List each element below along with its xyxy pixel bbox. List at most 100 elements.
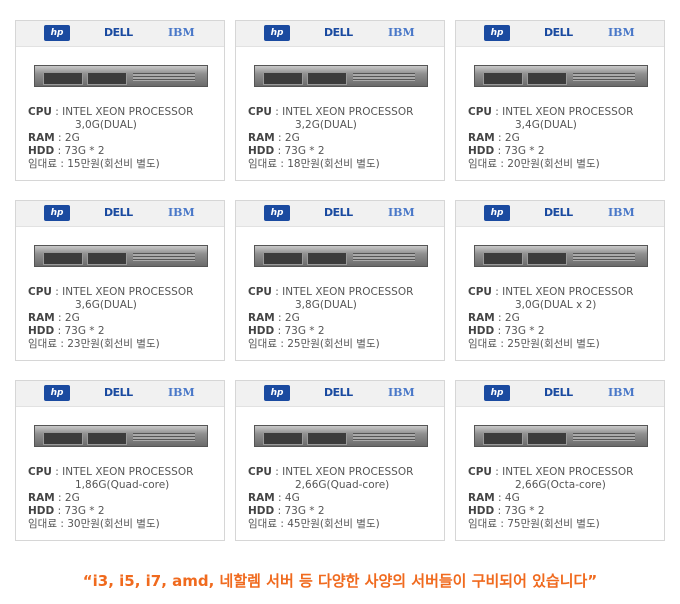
hdd-value: 73G * 2 [64, 505, 105, 517]
cpu-label: CPU [468, 106, 492, 118]
hdd-label: HDD [28, 145, 55, 157]
ram-value: 4G [504, 492, 520, 504]
brand-logos: hp DELL IBM [456, 381, 664, 407]
server-card: hp DELL IBM CPU : INTEL XEON PROCESSOR 3… [455, 20, 665, 181]
ram-label: RAM [468, 132, 495, 144]
rent-label: 임대료 [28, 338, 57, 350]
brand-logos: hp DELL IBM [456, 21, 664, 47]
rent-value: 18만원(회선비 별도) [287, 158, 380, 170]
server-image [34, 65, 208, 87]
cpu-speed: 1,86G(Quad-core) [75, 479, 170, 491]
hdd-label: HDD [468, 505, 495, 517]
hdd-value: 73G * 2 [504, 145, 545, 157]
server-card: hp DELL IBM CPU : INTEL XEON PROCESSOR 1… [15, 380, 225, 541]
cpu-value: INTEL XEON PROCESSOR [502, 286, 634, 298]
cpu-value: INTEL XEON PROCESSOR [502, 466, 634, 478]
server-image [474, 65, 648, 87]
cpu-value: INTEL XEON PROCESSOR [502, 106, 634, 118]
hp-logo: hp [44, 385, 70, 401]
dell-logo: DELL [544, 26, 573, 39]
hdd-label: HDD [468, 145, 495, 157]
specs: CPU : INTEL XEON PROCESSOR 3,4G(DUAL) RA… [468, 106, 634, 170]
rent-value: 25만원(회선비 별도) [287, 338, 380, 350]
server-image [254, 425, 428, 447]
hp-logo: hp [264, 205, 290, 221]
dell-logo: DELL [104, 26, 133, 39]
cpu-value: INTEL XEON PROCESSOR [62, 106, 194, 118]
brand-logos: hp DELL IBM [456, 201, 664, 227]
server-image [474, 245, 648, 267]
cpu-speed: 3,4G(DUAL) [515, 119, 577, 131]
server-card: hp DELL IBM CPU : INTEL XEON PROCESSOR 3… [235, 200, 445, 361]
ram-value: 2G [284, 132, 300, 144]
cpu-value: INTEL XEON PROCESSOR [62, 286, 194, 298]
cpu-value: INTEL XEON PROCESSOR [282, 286, 414, 298]
hdd-label: HDD [248, 325, 275, 337]
server-card: hp DELL IBM CPU : INTEL XEON PROCESSOR 3… [15, 200, 225, 361]
hdd-label: HDD [28, 325, 55, 337]
rent-label: 임대료 [28, 158, 57, 170]
server-image [34, 425, 208, 447]
brand-logos: hp DELL IBM [236, 201, 444, 227]
server-image [254, 65, 428, 87]
dell-logo: DELL [324, 26, 353, 39]
ram-label: RAM [28, 492, 55, 504]
cpu-label: CPU [28, 106, 52, 118]
dell-logo: DELL [104, 206, 133, 219]
cpu-label: CPU [28, 286, 52, 298]
cpu-speed: 3,8G(DUAL) [295, 299, 357, 311]
server-image [34, 245, 208, 267]
ram-label: RAM [468, 312, 495, 324]
rent-label: 임대료 [248, 518, 277, 530]
ram-label: RAM [28, 312, 55, 324]
hdd-value: 73G * 2 [64, 325, 105, 337]
server-image [254, 245, 428, 267]
specs: CPU : INTEL XEON PROCESSOR 3,0G(DUAL) RA… [28, 106, 194, 170]
ram-value: 2G [284, 312, 300, 324]
cpu-label: CPU [28, 466, 52, 478]
hdd-value: 73G * 2 [284, 325, 325, 337]
brand-logos: hp DELL IBM [16, 201, 224, 227]
rent-value: 45만원(회선비 별도) [287, 518, 380, 530]
hdd-label: HDD [248, 505, 275, 517]
brand-logos: hp DELL IBM [236, 21, 444, 47]
server-card: hp DELL IBM CPU : INTEL XEON PROCESSOR 2… [455, 380, 665, 541]
hdd-value: 73G * 2 [504, 505, 545, 517]
cpu-value: INTEL XEON PROCESSOR [282, 106, 414, 118]
ibm-logo: IBM [168, 386, 195, 399]
ibm-logo: IBM [608, 386, 635, 399]
rent-value: 20만원(회선비 별도) [507, 158, 600, 170]
ram-label: RAM [468, 492, 495, 504]
brand-logos: hp DELL IBM [236, 381, 444, 407]
hdd-value: 73G * 2 [64, 145, 105, 157]
cpu-speed: 2,66G(Octa-core) [515, 479, 606, 491]
rent-value: 25만원(회선비 별도) [507, 338, 600, 350]
server-card: hp DELL IBM CPU : INTEL XEON PROCESSOR 2… [235, 380, 445, 541]
server-card: hp DELL IBM CPU : INTEL XEON PROCESSOR 3… [235, 20, 445, 181]
server-image [474, 425, 648, 447]
specs: CPU : INTEL XEON PROCESSOR 2,66G(Octa-co… [468, 466, 634, 530]
hp-logo: hp [484, 205, 510, 221]
ibm-logo: IBM [388, 206, 415, 219]
cpu-label: CPU [248, 286, 272, 298]
cpu-value: INTEL XEON PROCESSOR [62, 466, 194, 478]
cpu-speed: 3,6G(DUAL) [75, 299, 137, 311]
specs: CPU : INTEL XEON PROCESSOR 2,66G(Quad-co… [248, 466, 414, 530]
ram-value: 4G [284, 492, 300, 504]
rent-value: 15만원(회선비 별도) [67, 158, 160, 170]
cpu-label: CPU [248, 106, 272, 118]
ibm-logo: IBM [388, 386, 415, 399]
cpu-value: INTEL XEON PROCESSOR [282, 466, 414, 478]
specs: CPU : INTEL XEON PROCESSOR 3,6G(DUAL) RA… [28, 286, 194, 350]
cpu-speed: 3,2G(DUAL) [295, 119, 357, 131]
cpu-label: CPU [468, 286, 492, 298]
cpu-speed: 3,0G(DUAL) [75, 119, 137, 131]
hdd-label: HDD [28, 505, 55, 517]
ibm-logo: IBM [388, 26, 415, 39]
cpu-label: CPU [468, 466, 492, 478]
hp-logo: hp [484, 385, 510, 401]
hp-logo: hp [44, 25, 70, 41]
specs: CPU : INTEL XEON PROCESSOR 3,0G(DUAL x 2… [468, 286, 634, 350]
specs: CPU : INTEL XEON PROCESSOR 3,2G(DUAL) RA… [248, 106, 414, 170]
rent-value: 75만원(회선비 별도) [507, 518, 600, 530]
